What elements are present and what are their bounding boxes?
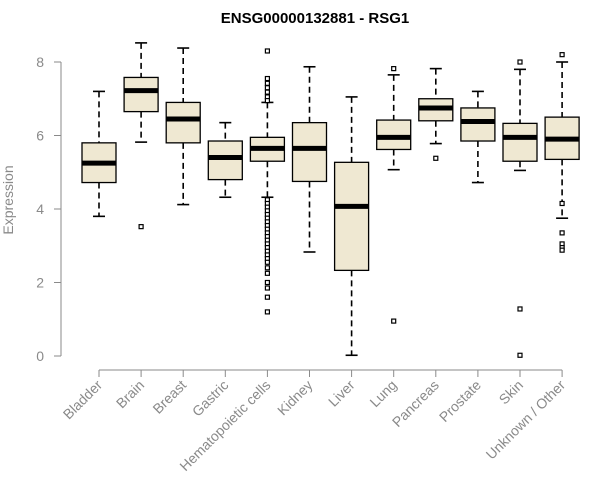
outlier-point (559, 200, 565, 207)
box-liver (333, 96, 370, 357)
x-tick-label: Kidney (274, 377, 316, 419)
outlier-point (391, 318, 397, 324)
y-tick-label: 4 (36, 201, 44, 217)
outlier-point (264, 85, 270, 91)
outlier-point (433, 155, 439, 161)
box-pancreas (418, 67, 454, 161)
iqr-box (291, 121, 328, 183)
iqr-box (123, 76, 159, 113)
iqr-box (460, 107, 496, 142)
outlier-point (264, 294, 270, 300)
outlier-point (517, 352, 523, 358)
outlier-point (264, 285, 270, 291)
y-tick-label: 2 (36, 275, 44, 291)
iqr-box (502, 122, 538, 162)
box-skin (502, 59, 538, 358)
plot-area (81, 42, 580, 358)
x-tick-label: Skin (496, 377, 527, 408)
x-tick-label: Liver (325, 377, 358, 410)
outlier-point (264, 309, 270, 315)
box-prostate (460, 90, 496, 184)
box-unknown-other (544, 52, 580, 253)
outlier-point (264, 265, 270, 271)
y-axis-label: Expression (0, 165, 16, 234)
outlier-point (264, 270, 270, 276)
x-tick-label: Pancreas (389, 377, 442, 430)
x-tick-label: Bladder (60, 377, 106, 423)
outlier-point (559, 247, 565, 253)
y-tick-label: 6 (36, 128, 44, 144)
x-tick-label: Brain (113, 377, 147, 411)
box-kidney (291, 65, 328, 253)
x-tick-label: Prostate (436, 377, 484, 425)
outlier-point (517, 306, 523, 312)
box-gastric (207, 121, 243, 199)
box-brain (123, 42, 159, 230)
outlier-point (264, 48, 270, 54)
x-tick-label: Unknown / Other (483, 377, 569, 463)
outlier-point (264, 97, 270, 104)
box-breast (165, 47, 201, 206)
box-hematopoietic-cells (249, 48, 286, 315)
outlier-point (391, 66, 397, 72)
chart-title: ENSG00000132881 - RSG1 (221, 10, 409, 27)
iqr-box (376, 119, 412, 151)
outlier-point (264, 279, 270, 286)
y-tick-label: 0 (36, 348, 44, 364)
outlier-point (517, 59, 523, 65)
outlier-point (264, 80, 270, 86)
x-tick-label: Breast (149, 377, 189, 417)
iqr-box (333, 161, 370, 272)
outlier-point (138, 224, 144, 230)
x-tick-label: Lung (366, 377, 399, 410)
y-axis: 0 2 4 6 8 (36, 54, 62, 364)
box-bladder (81, 90, 117, 218)
outlier-point (264, 89, 270, 95)
outlier-point (264, 259, 270, 265)
outlier-point (264, 75, 270, 82)
outlier-point (559, 230, 565, 236)
outlier-point (559, 52, 565, 58)
box-lung (376, 66, 412, 324)
y-tick-label: 8 (36, 54, 44, 70)
iqr-box (165, 101, 201, 144)
iqr-box (207, 140, 243, 181)
